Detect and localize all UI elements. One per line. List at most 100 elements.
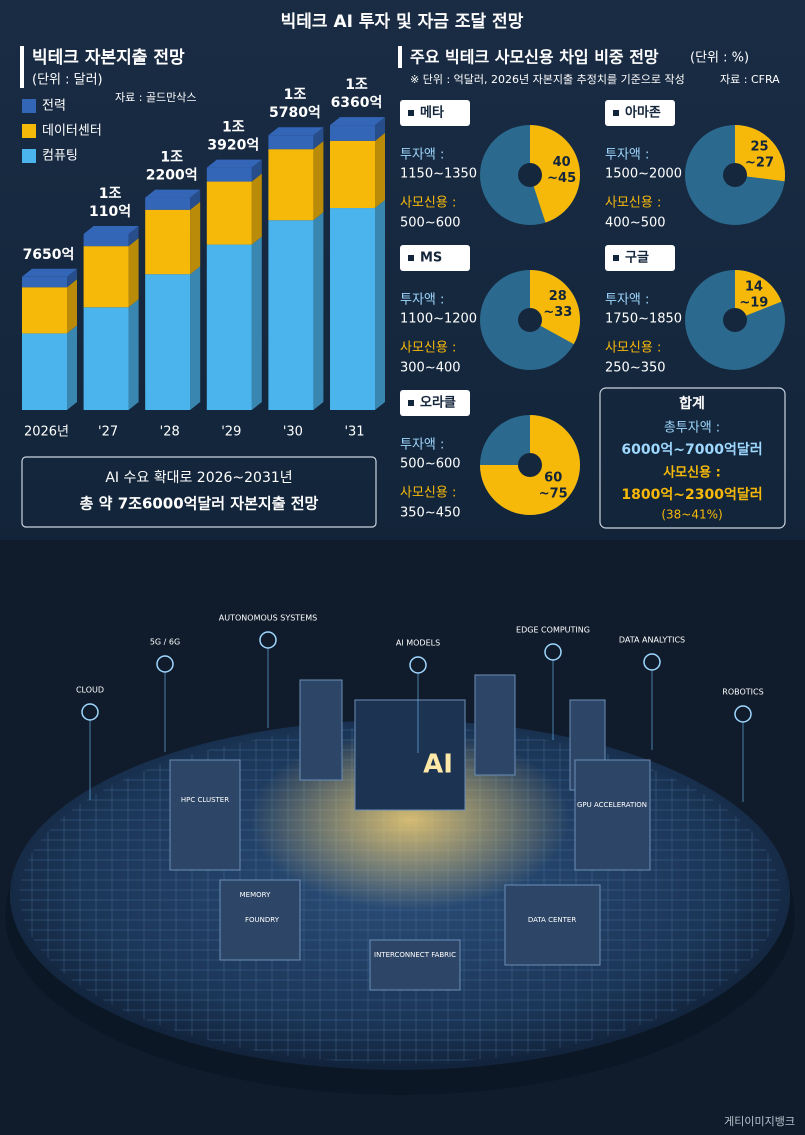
bar-side bbox=[313, 212, 324, 410]
company-name: 오라클 bbox=[420, 395, 456, 411]
block-label: FOUNDRY bbox=[245, 916, 280, 924]
bar-segment bbox=[206, 244, 252, 410]
scene-label: DATA ANALYTICS bbox=[619, 636, 685, 645]
bar-side bbox=[128, 299, 139, 410]
credit: 게티이미지뱅크 bbox=[724, 1115, 795, 1128]
company-name: 구글 bbox=[625, 251, 649, 266]
donut-share bbox=[530, 125, 580, 223]
bar-top bbox=[330, 117, 385, 126]
credit-value: 300~400 bbox=[400, 361, 461, 376]
note-box bbox=[21, 456, 377, 528]
share-label: ~19 bbox=[739, 296, 768, 311]
credit-value: 250~350 bbox=[605, 361, 666, 376]
buildings bbox=[169, 674, 651, 991]
bar-side bbox=[190, 189, 201, 210]
name-badge bbox=[605, 100, 675, 126]
share-label: 28 bbox=[549, 289, 567, 304]
credit-label: 사모신용 : bbox=[400, 196, 456, 211]
legend-label: 컴퓨팅 bbox=[42, 149, 78, 164]
share-label: 25 bbox=[750, 140, 768, 155]
invest-value: 1750~1850 bbox=[605, 312, 682, 327]
total-label: 1조 bbox=[284, 87, 307, 103]
unit: (단위 : %) bbox=[690, 51, 749, 66]
bar-side bbox=[67, 279, 77, 334]
invest-label: 투자액 : bbox=[605, 148, 649, 163]
block-label: MEMORY bbox=[240, 891, 271, 899]
share-label: ~27 bbox=[745, 156, 774, 171]
company-name: MS bbox=[420, 251, 442, 266]
note-line: AI 수요 확대로 2026~2031년 bbox=[105, 470, 292, 486]
donut-share bbox=[530, 270, 580, 345]
bar-side bbox=[251, 159, 262, 182]
bar-segment bbox=[330, 125, 375, 141]
bar-side bbox=[251, 173, 262, 245]
badge-dot bbox=[408, 255, 414, 261]
bar-side bbox=[128, 225, 139, 247]
scene-label: AI MODELS bbox=[396, 639, 440, 648]
bar-segment bbox=[83, 233, 129, 247]
note: ※ 단위 : 억달러, 2026년 자본지출 추정치를 기준으로 작성 bbox=[410, 73, 685, 86]
badge-dot bbox=[613, 110, 619, 116]
company-name: 메타 bbox=[420, 105, 444, 121]
legend-swatch bbox=[22, 124, 36, 138]
bar-top bbox=[268, 127, 324, 136]
x-tick-label: '31 bbox=[344, 425, 364, 440]
total-title: 합계 bbox=[679, 395, 705, 412]
legend-swatch bbox=[22, 149, 36, 163]
bar-top bbox=[206, 159, 262, 168]
bar-segment bbox=[206, 181, 252, 245]
company-name: 아마존 bbox=[625, 105, 661, 121]
donut-hole bbox=[723, 308, 747, 332]
badge-dot bbox=[408, 110, 414, 116]
share-label: ~33 bbox=[543, 305, 572, 320]
bar-segment bbox=[330, 208, 375, 410]
icon bbox=[156, 655, 174, 673]
badge-dot bbox=[408, 400, 414, 406]
total-label: 1조 bbox=[99, 186, 122, 202]
share-label: ~45 bbox=[547, 171, 576, 186]
bar-side bbox=[375, 132, 385, 209]
bar-side bbox=[375, 200, 385, 410]
donut-hole bbox=[518, 453, 542, 477]
icon bbox=[734, 705, 752, 723]
bar-segment bbox=[83, 307, 129, 410]
heading-accent bbox=[20, 46, 24, 88]
scene-label: ROBOTICS bbox=[722, 688, 763, 697]
bar-segment bbox=[268, 135, 314, 150]
invest-label: 투자액 : bbox=[400, 293, 444, 308]
badge-dot bbox=[613, 255, 619, 261]
heading-accent bbox=[398, 46, 402, 68]
credit-label: 사모신용 : bbox=[400, 341, 456, 356]
bar-side bbox=[67, 325, 77, 410]
bar-segment bbox=[22, 333, 67, 410]
block-label: HPC CLUSTER bbox=[181, 796, 229, 804]
invest-value: 1100~1200 bbox=[400, 312, 477, 327]
total-label: 6360억 bbox=[331, 95, 383, 111]
unit: (단위 : 달러) bbox=[32, 73, 103, 88]
bar-side bbox=[190, 266, 201, 410]
bar-side bbox=[128, 238, 139, 308]
x-tick-label: '30 bbox=[283, 425, 303, 440]
icon bbox=[81, 703, 99, 721]
chart-title: 주요 빅테크 사모신용 차입 비중 전망 bbox=[410, 48, 659, 67]
name-badge bbox=[400, 100, 470, 126]
donut-hole bbox=[723, 163, 747, 187]
donut-share bbox=[735, 270, 782, 320]
bar-side bbox=[313, 127, 324, 150]
chart-title: 빅테크 자본지출 전망 bbox=[32, 48, 185, 68]
total-share: (38~41%) bbox=[661, 508, 722, 522]
total-label: 5780억 bbox=[269, 105, 321, 121]
center-label: AI bbox=[423, 750, 453, 780]
invest-value: 1500~2000 bbox=[605, 167, 682, 182]
total-label: 1조 bbox=[160, 150, 183, 166]
illustration bbox=[0, 540, 805, 1135]
credit-label: 사모신용 : bbox=[400, 486, 456, 501]
bar-segment bbox=[22, 276, 67, 288]
bar-top bbox=[83, 225, 139, 234]
credit-label: 사모신용 : bbox=[605, 341, 661, 356]
note-line: 총 약 7조6000억달러 자본지출 전망 bbox=[80, 495, 319, 513]
total-invest-label: 총투자액 : bbox=[664, 421, 720, 436]
x-tick-label: '29 bbox=[221, 425, 241, 440]
invest-label: 투자액 : bbox=[605, 293, 649, 308]
